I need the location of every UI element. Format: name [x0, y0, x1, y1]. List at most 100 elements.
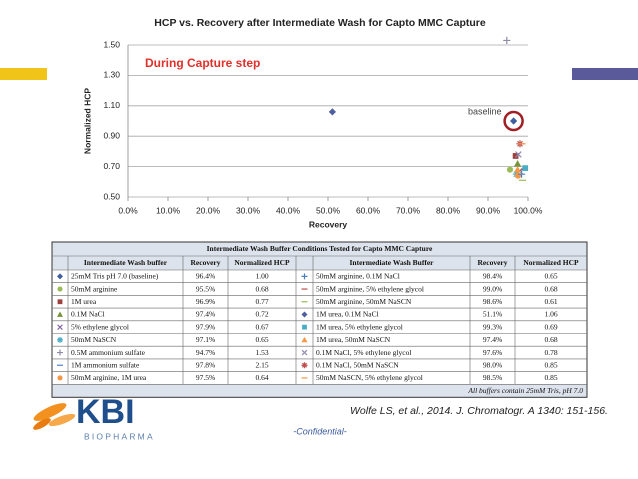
hcp-cell: 1.06 [544, 310, 557, 319]
marker [518, 170, 526, 178]
recovery-cell: 99.0% [483, 284, 502, 293]
buffer-name: 0.1M NaCl, 50mM NaSCN [316, 360, 399, 369]
marker [57, 311, 63, 317]
logo-icon [33, 403, 67, 421]
hcp-cell: 0.65 [544, 272, 557, 281]
hcp-cell: 0.61 [544, 297, 557, 306]
y-axis-label: Normalized HCP [82, 88, 92, 154]
x-tick-label: 60.0% [356, 205, 381, 215]
buffer-name: 50mM arginine, 0.1M NaCl [316, 272, 400, 281]
buffer-name: 50mM arginine [71, 284, 118, 293]
x-tick-label: 80.0% [436, 205, 461, 215]
hcp-cell: 0.68 [255, 284, 268, 293]
column-header: Normalized HCP [234, 258, 290, 267]
buffer-name: 0.5M ammonium sulfate [71, 348, 146, 357]
buffer-name: 25mM Tris pH 7.0 (baseline) [71, 272, 159, 281]
x-tick-label: 0.0% [118, 205, 138, 215]
marker [301, 349, 308, 356]
y-tick-label: 0.70 [103, 161, 120, 171]
marker [301, 336, 308, 343]
column-header: Recovery [478, 258, 508, 267]
buffer-name: 1M urea, 0.1M NaCl [316, 310, 379, 319]
column-header: Intermediate Wash buffer [84, 258, 168, 267]
logo-icon [48, 413, 76, 427]
marker [57, 349, 63, 356]
marker [301, 362, 308, 369]
marker [522, 165, 529, 171]
recovery-cell: 96.4% [196, 272, 215, 281]
hcp-cell: 0.85 [544, 373, 557, 382]
column-header: Normalized HCP [523, 258, 579, 267]
buffer-name: 0.1M NaCl [71, 310, 105, 319]
scatter-points [328, 36, 529, 181]
hcp-cell: 0.68 [544, 284, 557, 293]
x-tick-label: 70.0% [396, 205, 421, 215]
logo: KBI BIOPHARMA [33, 393, 153, 441]
table-title: Intermediate Wash Buffer Conditions Test… [207, 244, 433, 253]
recovery-cell: 98.5% [483, 373, 502, 382]
buffer-name: 1M urea [71, 297, 97, 306]
recovery-cell: 98.0% [483, 360, 502, 369]
hcp-cell: 2.15 [255, 360, 268, 369]
recovery-cell: 97.4% [483, 335, 502, 344]
column-header: Intermediate Wash Buffer [349, 258, 434, 267]
recovery-cell: 97.4% [196, 310, 215, 319]
x-tick-label: 40.0% [276, 205, 301, 215]
chart-title: HCP vs. Recovery after Intermediate Wash… [154, 17, 486, 29]
buffer-name: 1M urea, 50mM NaSCN [316, 335, 391, 344]
buffer-name: 50mM NaSCN [71, 335, 117, 344]
buffer-name: 50mM arginine, 1M urea [71, 373, 147, 382]
recovery-cell: 97.8% [196, 360, 215, 369]
recovery-cell: 98.6% [483, 297, 502, 306]
recovery-cell: 97.5% [196, 373, 215, 382]
marker [57, 299, 63, 305]
marker [514, 172, 522, 179]
marker [515, 151, 522, 158]
hcp-cell: 0.78 [544, 348, 557, 357]
hcp-cell: 1.53 [255, 348, 268, 357]
hcp-cell: 0.85 [544, 360, 557, 369]
accent-bar [572, 68, 638, 80]
recovery-cell: 96.9% [196, 297, 215, 306]
logo-icon [33, 418, 51, 430]
recovery-cell: 98.4% [483, 272, 502, 281]
y-tick-label: 0.90 [103, 130, 120, 140]
buffer-name: 50mM arginine, 50mM NaSCN [316, 297, 412, 306]
recovery-cell: 99.3% [483, 322, 502, 331]
marker [514, 166, 522, 173]
recovery-cell: 94.7% [196, 348, 215, 357]
marker [302, 324, 307, 330]
y-tick-label: 0.50 [103, 191, 120, 201]
recovery-cell: 51.1% [483, 310, 502, 319]
buffer-name: 1M ammonium sulfate [71, 360, 140, 369]
marker [57, 336, 63, 343]
table-footnote: All buffers contain 25mM Tris, pH 7.0 [467, 386, 583, 395]
marker [301, 311, 308, 318]
x-axis-label: Recovery [309, 219, 348, 229]
x-tick-label: 90.0% [476, 205, 501, 215]
marker [57, 273, 63, 280]
recovery-cell: 97.9% [196, 322, 215, 331]
confidential-note: -Confidential- [293, 426, 347, 436]
hcp-cell: 0.65 [255, 335, 268, 344]
x-tick-label: 100.0% [514, 205, 543, 215]
table-footer-bg [52, 384, 587, 398]
buffer-name: 5% ethylene glycol [71, 322, 129, 331]
marker [512, 153, 519, 159]
buffer-name: 1M urea, 5% ethylene glycol [316, 322, 403, 331]
marker [506, 166, 514, 173]
column-header: Recovery [191, 258, 221, 267]
x-tick-label: 10.0% [156, 205, 181, 215]
marker [503, 36, 511, 45]
y-tick-label: 1.10 [103, 100, 120, 110]
annotation: baseline [468, 106, 502, 116]
recovery-cell: 97.1% [196, 335, 215, 344]
marker [510, 117, 518, 125]
marker [57, 375, 63, 381]
marker [301, 273, 308, 280]
hcp-cell: 0.68 [544, 335, 557, 344]
marker [57, 286, 63, 292]
x-tick-label: 30.0% [236, 205, 261, 215]
marker [328, 108, 336, 116]
